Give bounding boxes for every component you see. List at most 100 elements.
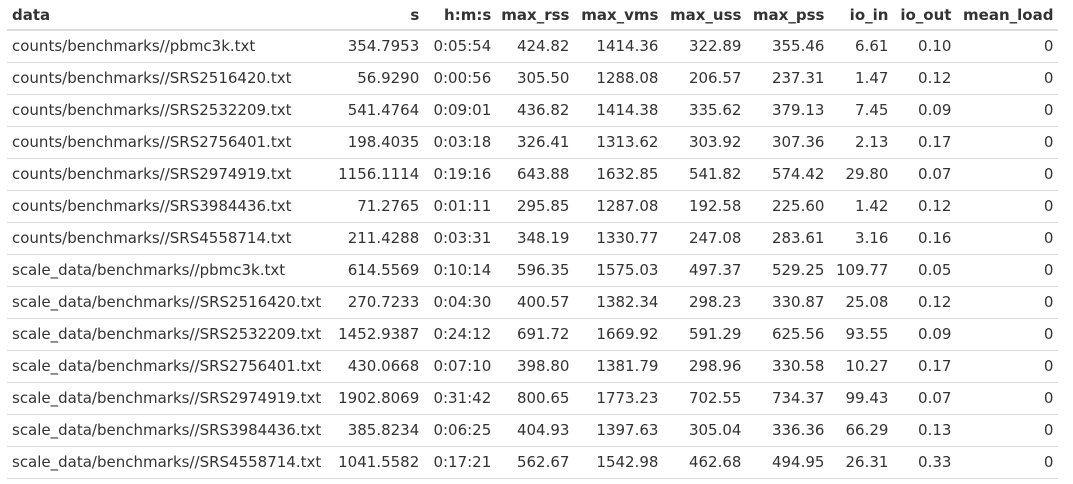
cell-max-uss: 462.68	[663, 446, 747, 479]
column-header-s: s	[326, 0, 425, 31]
cell-data: scale_data/benchmarks//SRS4558714.txt	[7, 446, 327, 479]
cell-io-in: 7.45	[829, 94, 894, 127]
cell-max-rss: 596.35	[496, 254, 575, 287]
cell-io-in: 1.47	[829, 62, 894, 95]
cell-data: scale_data/benchmarks//SRS2756401.txt	[7, 350, 327, 383]
cell-max-pss: 330.87	[746, 286, 830, 319]
cell-hms: 0:24:12	[424, 318, 497, 351]
column-header-max-pss: max_pss	[746, 0, 830, 31]
cell-s: 1452.9387	[326, 318, 425, 351]
cell-max-pss: 237.31	[746, 62, 830, 95]
cell-io-out: 0.12	[893, 62, 957, 95]
cell-max-vms: 1575.03	[574, 254, 664, 287]
cell-io-in: 29.80	[829, 158, 894, 191]
cell-mean-load: 0	[956, 222, 1059, 255]
cell-io-in: 2.13	[829, 126, 894, 159]
cell-max-pss: 734.37	[746, 382, 830, 415]
header-row: data s h:m:s max_rss max_vms max_uss max…	[7, 0, 1059, 31]
cell-mean-load: 0	[956, 94, 1059, 127]
cell-max-pss: 355.46	[746, 30, 830, 63]
cell-s: 614.5569	[326, 254, 425, 287]
cell-max-pss: 225.60	[746, 190, 830, 223]
cell-hms: 0:05:54	[424, 30, 497, 63]
cell-max-vms: 1669.92	[574, 318, 664, 351]
cell-max-uss: 247.08	[663, 222, 747, 255]
cell-max-vms: 1288.08	[574, 62, 664, 95]
column-header-mean-load: mean_load	[956, 0, 1059, 31]
cell-max-pss: 283.61	[746, 222, 830, 255]
cell-max-uss: 298.23	[663, 286, 747, 319]
cell-io-out: 0.05	[893, 254, 957, 287]
cell-s: 211.4288	[326, 222, 425, 255]
cell-max-rss: 295.85	[496, 190, 575, 223]
cell-max-vms: 1414.36	[574, 30, 664, 63]
cell-s: 354.7953	[326, 30, 425, 63]
table-row: counts/benchmarks//SRS2516420.txt 56.9290…	[7, 62, 1059, 95]
cell-hms: 0:06:25	[424, 414, 497, 447]
cell-max-uss: 206.57	[663, 62, 747, 95]
cell-io-in: 99.43	[829, 382, 894, 415]
cell-io-out: 0.07	[893, 382, 957, 415]
cell-hms: 0:03:18	[424, 126, 497, 159]
cell-max-rss: 404.93	[496, 414, 575, 447]
cell-io-in: 109.77	[829, 254, 894, 287]
cell-max-rss: 305.50	[496, 62, 575, 95]
column-header-hms: h:m:s	[424, 0, 497, 31]
cell-hms: 0:00:56	[424, 62, 497, 95]
cell-mean-load: 0	[956, 446, 1059, 479]
cell-data: counts/benchmarks//SRS2516420.txt	[7, 62, 327, 95]
cell-max-rss: 398.80	[496, 350, 575, 383]
cell-max-uss: 298.96	[663, 350, 747, 383]
cell-max-uss: 591.29	[663, 318, 747, 351]
cell-io-out: 0.17	[893, 126, 957, 159]
cell-s: 71.2765	[326, 190, 425, 223]
cell-max-rss: 424.82	[496, 30, 575, 63]
cell-max-rss: 348.19	[496, 222, 575, 255]
cell-mean-load: 0	[956, 126, 1059, 159]
cell-max-pss: 529.25	[746, 254, 830, 287]
cell-hms: 0:10:14	[424, 254, 497, 287]
cell-max-pss: 625.56	[746, 318, 830, 351]
table-row: scale_data/benchmarks//SRS2756401.txt 430…	[7, 350, 1059, 383]
table-row: scale_data/benchmarks//SRS3984436.txt 385…	[7, 414, 1059, 447]
cell-io-in: 66.29	[829, 414, 894, 447]
column-header-data: data	[7, 0, 327, 31]
cell-max-pss: 494.95	[746, 446, 830, 479]
table-row: counts/benchmarks//SRS3984436.txt 71.2765…	[7, 190, 1059, 223]
cell-hms: 0:03:31	[424, 222, 497, 255]
cell-max-vms: 1414.38	[574, 94, 664, 127]
cell-max-rss: 400.57	[496, 286, 575, 319]
cell-io-in: 26.31	[829, 446, 894, 479]
cell-s: 385.8234	[326, 414, 425, 447]
cell-hms: 0:04:30	[424, 286, 497, 319]
cell-max-vms: 1397.63	[574, 414, 664, 447]
column-header-max-rss: max_rss	[496, 0, 575, 31]
cell-s: 430.0668	[326, 350, 425, 383]
column-header-max-vms: max_vms	[574, 0, 664, 31]
cell-io-in: 25.08	[829, 286, 894, 319]
cell-data: scale_data/benchmarks//SRS3984436.txt	[7, 414, 327, 447]
cell-hms: 0:31:42	[424, 382, 497, 415]
cell-max-vms: 1330.77	[574, 222, 664, 255]
cell-io-out: 0.07	[893, 158, 957, 191]
cell-s: 1902.8069	[326, 382, 425, 415]
cell-max-rss: 691.72	[496, 318, 575, 351]
benchmark-table: data s h:m:s max_rss max_vms max_uss max…	[7, 0, 1059, 479]
cell-mean-load: 0	[956, 158, 1059, 191]
cell-hms: 0:19:16	[424, 158, 497, 191]
cell-max-vms: 1773.23	[574, 382, 664, 415]
cell-s: 270.7233	[326, 286, 425, 319]
cell-data: counts/benchmarks//SRS2756401.txt	[7, 126, 327, 159]
cell-max-pss: 574.42	[746, 158, 830, 191]
cell-s: 198.4035	[326, 126, 425, 159]
cell-s: 541.4764	[326, 94, 425, 127]
cell-max-rss: 800.65	[496, 382, 575, 415]
cell-max-pss: 379.13	[746, 94, 830, 127]
cell-hms: 0:01:11	[424, 190, 497, 223]
cell-io-out: 0.12	[893, 190, 957, 223]
cell-hms: 0:17:21	[424, 446, 497, 479]
cell-max-rss: 326.41	[496, 126, 575, 159]
column-header-io-in: io_in	[829, 0, 894, 31]
cell-max-uss: 303.92	[663, 126, 747, 159]
cell-max-vms: 1287.08	[574, 190, 664, 223]
